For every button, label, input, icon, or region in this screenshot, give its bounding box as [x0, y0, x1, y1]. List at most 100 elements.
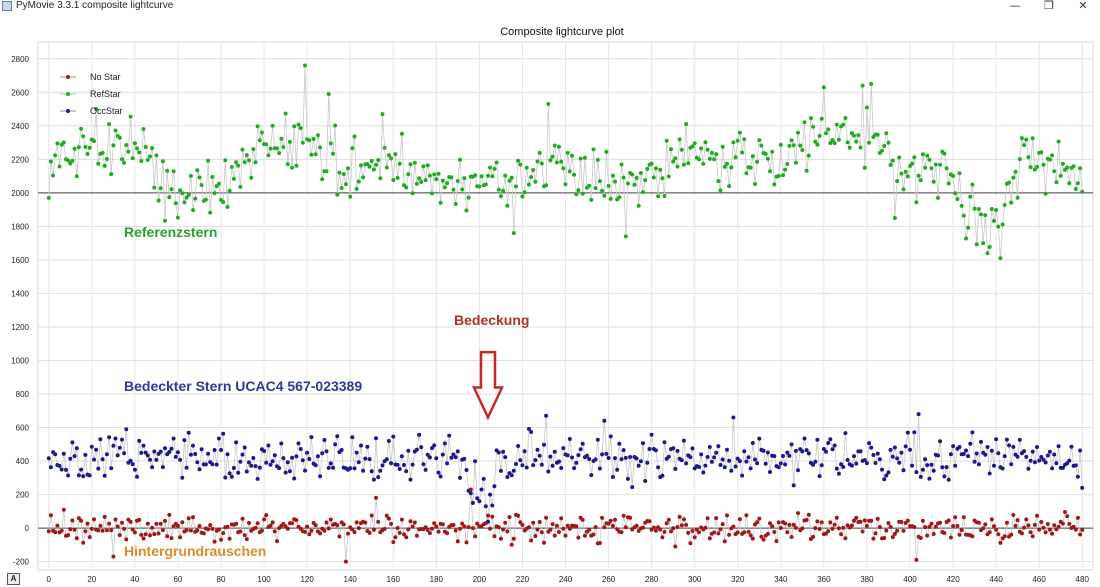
data-point-refstar [729, 165, 734, 170]
data-point-refstar [864, 105, 869, 110]
data-point-refstar [175, 215, 180, 220]
data-point-refstar [412, 160, 417, 165]
data-point-occstar [1039, 455, 1044, 459]
data-point-no-star [819, 520, 824, 525]
y-tick-label: 1800 [11, 222, 29, 231]
data-point-occstar [548, 454, 553, 459]
data-point-refstar [669, 147, 673, 152]
data-point-no-star [783, 521, 788, 526]
data-point-refstar [983, 213, 988, 218]
data-point-no-star [757, 516, 762, 521]
data-point-occstar [184, 465, 189, 470]
data-point-no-star [85, 521, 90, 526]
data-point-refstar [509, 175, 514, 180]
data-point-occstar [834, 466, 839, 471]
data-point-occstar [951, 444, 956, 449]
data-point-refstar [656, 194, 661, 199]
data-point-no-star [89, 526, 94, 531]
data-point-no-star [451, 523, 456, 527]
data-point-occstar [214, 462, 219, 467]
data-point-no-star [976, 520, 981, 525]
data-point-refstar [331, 151, 335, 156]
data-point-no-star [264, 513, 269, 518]
data-point-occstar [402, 463, 406, 467]
data-point-occstar [565, 453, 570, 458]
data-point-refstar [589, 197, 594, 202]
data-point-no-star [1037, 527, 1042, 532]
data-point-refstar [466, 195, 471, 200]
data-point-no-star [1022, 525, 1027, 530]
data-point-occstar [145, 453, 150, 458]
data-point-refstar [1028, 165, 1033, 170]
data-point-refstar [492, 166, 497, 171]
data-point-no-star [253, 525, 258, 530]
data-point-occstar [1078, 448, 1083, 453]
data-point-occstar [391, 434, 396, 439]
data-point-occstar [272, 453, 277, 458]
restore-button[interactable]: ❐ [1032, 0, 1066, 14]
data-point-no-star [255, 521, 260, 526]
data-point-refstar [290, 165, 295, 170]
data-point-no-star [830, 526, 835, 531]
data-point-occstar [453, 455, 458, 460]
data-point-occstar [72, 454, 77, 459]
data-point-occstar [94, 447, 99, 452]
data-point-refstar [1050, 153, 1055, 158]
data-point-occstar [449, 455, 454, 460]
data-point-no-star [552, 533, 557, 538]
data-point-occstar [1035, 445, 1039, 449]
data-point-refstar [236, 163, 241, 168]
data-point-refstar [1030, 136, 1035, 141]
data-point-occstar [89, 444, 94, 449]
data-point-occstar [1037, 458, 1042, 463]
data-point-no-star [768, 521, 772, 526]
data-point-no-star [647, 519, 652, 524]
data-point-occstar [968, 441, 973, 446]
data-point-occstar [356, 460, 361, 465]
data-point-occstar [875, 451, 880, 456]
data-point-occstar [737, 459, 742, 464]
data-point-no-star [703, 525, 708, 530]
data-point-no-star [619, 530, 624, 535]
data-point-no-star [238, 529, 243, 534]
data-point-no-star [326, 526, 331, 531]
data-point-refstar [320, 177, 325, 182]
data-point-refstar [925, 153, 930, 158]
data-point-occstar [361, 468, 366, 473]
data-point-no-star [259, 528, 264, 533]
data-point-no-star [1047, 527, 1052, 532]
data-point-occstar [789, 442, 794, 447]
data-point-no-star [369, 513, 374, 518]
data-point-no-star [735, 530, 740, 535]
data-point-refstar [83, 144, 88, 149]
data-point-occstar [785, 450, 790, 455]
data-point-occstar [526, 426, 531, 431]
data-point-refstar [643, 178, 648, 183]
data-point-occstar [1054, 461, 1059, 466]
close-button[interactable]: ✕ [1066, 0, 1100, 14]
data-point-occstar [826, 441, 831, 445]
data-point-refstar [544, 183, 549, 188]
minimize-button[interactable]: — [998, 0, 1032, 14]
data-point-no-star [414, 533, 419, 538]
plot-autoscale-button[interactable]: A [7, 573, 20, 585]
data-point-no-star [79, 518, 84, 523]
data-point-occstar [427, 455, 432, 460]
data-point-no-star [76, 516, 81, 521]
data-point-refstar [184, 195, 189, 200]
occultation-arrow [472, 350, 504, 421]
data-point-occstar [985, 445, 990, 449]
data-point-no-star [873, 531, 878, 536]
data-point-occstar [290, 455, 295, 460]
data-point-no-star [216, 527, 221, 532]
data-point-occstar [434, 456, 439, 461]
data-point-refstar [701, 161, 706, 166]
data-point-occstar [501, 449, 506, 454]
data-point-no-star [445, 531, 450, 536]
data-point-refstar [796, 130, 800, 135]
data-point-refstar [1054, 180, 1059, 185]
data-point-no-star [1043, 530, 1048, 535]
data-point-occstar [940, 465, 945, 470]
data-point-no-star [374, 495, 378, 500]
data-point-occstar [490, 503, 495, 508]
